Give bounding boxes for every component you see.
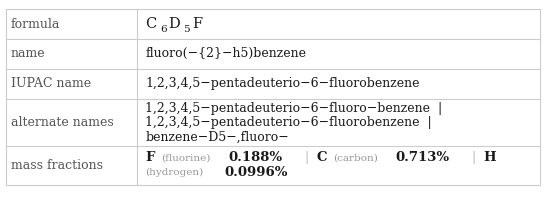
Text: C: C <box>145 17 157 31</box>
Text: 1,2,3,4,5−pentadeuterio−6−fluoro−benzene  |: 1,2,3,4,5−pentadeuterio−6−fluoro−benzene… <box>145 102 443 115</box>
Text: name: name <box>10 47 45 60</box>
Text: 1,2,3,4,5−pentadeuterio−6−fluorobenzene: 1,2,3,4,5−pentadeuterio−6−fluorobenzene <box>145 77 420 90</box>
Bar <box>6 9 540 185</box>
Text: 6: 6 <box>160 25 167 34</box>
Text: formula: formula <box>10 17 60 30</box>
Text: 0.188%: 0.188% <box>228 151 282 164</box>
Text: F: F <box>192 17 202 31</box>
Text: IUPAC name: IUPAC name <box>10 77 91 90</box>
Text: (carbon): (carbon) <box>333 153 378 162</box>
Text: 0.713%: 0.713% <box>395 151 449 164</box>
Text: (hydrogen): (hydrogen) <box>145 168 204 177</box>
Text: |: | <box>304 151 308 164</box>
Text: mass fractions: mass fractions <box>10 159 103 172</box>
Text: 5: 5 <box>183 25 190 34</box>
Text: D: D <box>168 17 180 31</box>
Text: (fluorine): (fluorine) <box>161 153 210 162</box>
Text: 0.0996%: 0.0996% <box>224 166 288 179</box>
Text: fluoro(−{2}−h5)benzene: fluoro(−{2}−h5)benzene <box>145 47 306 60</box>
Text: F: F <box>145 151 155 164</box>
Text: alternate names: alternate names <box>10 116 114 129</box>
Text: 1,2,3,4,5−pentadeuterio−6−fluorobenzene  |: 1,2,3,4,5−pentadeuterio−6−fluorobenzene … <box>145 116 432 129</box>
Text: benzene−D5−,fluoro−: benzene−D5−,fluoro− <box>145 130 289 143</box>
Text: H: H <box>483 151 496 164</box>
Text: |: | <box>471 151 475 164</box>
Text: C: C <box>316 151 327 164</box>
